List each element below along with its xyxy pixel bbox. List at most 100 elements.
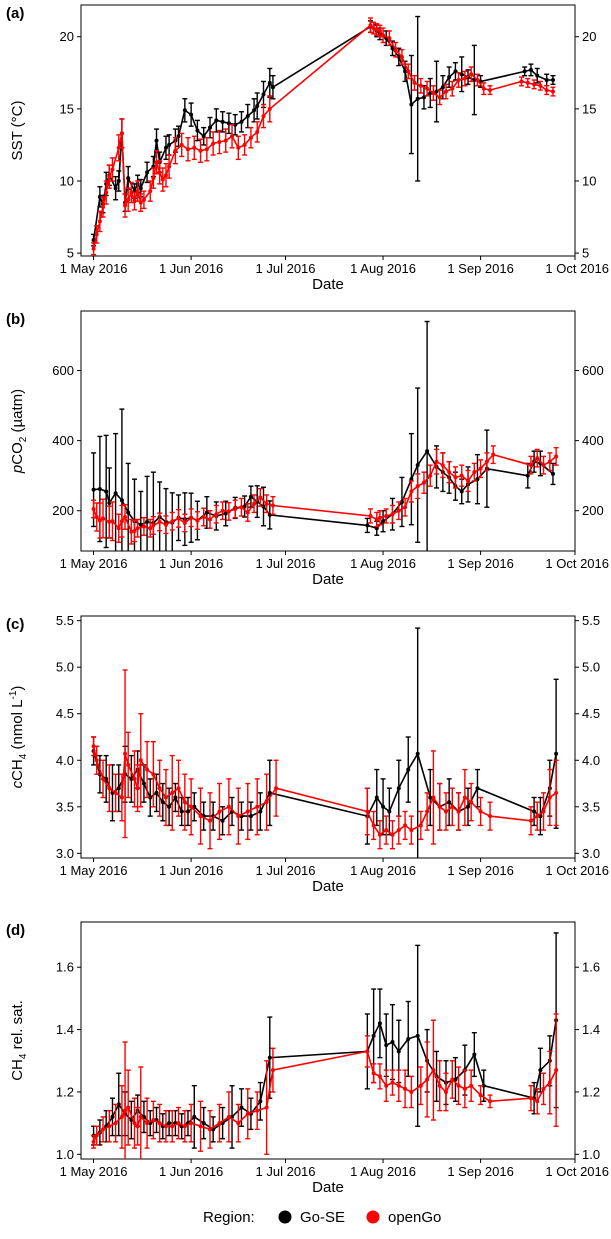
panel-a-series-opengo-point xyxy=(538,83,543,88)
panel-d-xtick-label: 1 Oct 2016 xyxy=(545,1164,609,1179)
panel-d-series-opengo-point xyxy=(226,1114,231,1119)
panel-b-series-opengo-point xyxy=(189,515,194,520)
panel-b-y-axis-title-sub: 2 xyxy=(18,436,29,442)
panel-d-label: (d) xyxy=(6,922,25,939)
panel-b-ytick-label-right: 200 xyxy=(582,503,604,518)
panel-a-series-opengo-point xyxy=(104,190,109,195)
panel-a-series-go-se-point xyxy=(97,194,102,199)
panel-b-series-opengo-point xyxy=(447,470,452,475)
panel-d-series-go-se-point xyxy=(538,1068,543,1073)
panel-b-series-opengo-point xyxy=(390,512,395,517)
panel-a-series-go-se-point xyxy=(195,128,200,133)
panel-d: (d) 1.0 1.0 1.2 1.2 1.4 1.4 1.6 1.6 1 May 2016 1 J… xyxy=(6,921,609,1196)
panel-d-y-axis-title-sub: 4 xyxy=(18,1053,29,1059)
panel-c-series-opengo-point xyxy=(462,795,467,800)
panel-d-series-go-se-point xyxy=(390,1040,395,1045)
panel-a-series-go-se-point xyxy=(214,118,219,123)
panel-b: (b) 200 200 400 400 600 600 1 May 2016 1 Jun 201… xyxy=(6,310,609,588)
panel-b-series-go-se-point xyxy=(525,473,530,478)
panel-a-xtick-label: 1 Jul 2016 xyxy=(256,261,316,276)
panel-b-series-go-se-point xyxy=(248,494,253,499)
panel-c-series-go-se-point xyxy=(475,786,480,791)
panel-b-series-opengo-point xyxy=(176,516,181,521)
panel-a-series-opengo-point xyxy=(377,28,382,33)
panel-a-ytick-label-right: 20 xyxy=(582,29,596,44)
panel-b-series-opengo-point xyxy=(384,513,389,518)
panel-c-series-opengo-point xyxy=(274,786,279,791)
panel-c-series-opengo-point xyxy=(409,828,414,833)
panel-a-series-opengo-point xyxy=(475,78,480,83)
panel-b-series-opengo-point xyxy=(129,529,134,534)
panel-b-series-go-se-point xyxy=(381,519,386,524)
panel-c-series-opengo-point xyxy=(176,786,181,791)
panel-a: (a) 5 5 10 10 15 15 20 20 1 May 2016 1 Jun 2016 1 J… xyxy=(6,4,609,293)
panel-b-series-opengo-point xyxy=(91,506,96,511)
panel-b-series-opengo-point xyxy=(151,523,156,528)
panel-b-series-opengo xyxy=(91,445,559,545)
panel-b-series-opengo-point xyxy=(107,519,112,524)
panel-b-series-opengo-point xyxy=(491,452,496,457)
panel-c-series-go-se-point xyxy=(248,814,253,819)
panel-a-series-opengo-point xyxy=(173,148,178,153)
panel-a-series-opengo-point xyxy=(110,167,115,172)
legend-item-go-se-label: Go-SE xyxy=(300,1209,345,1226)
panel-b-xtick-label: 1 Sep 2016 xyxy=(447,556,514,571)
panel-a-series-go-se-point xyxy=(189,112,194,117)
panel-c-y-axis-title-italic: c xyxy=(9,780,26,788)
panel-d-ytick-label-right: 1.4 xyxy=(582,1022,600,1037)
panel-a-series-opengo-point xyxy=(123,203,128,208)
panel-b-ytick-label-left: 400 xyxy=(52,433,74,448)
panel-b-series-go-se-point xyxy=(145,519,150,524)
panel-b-series-opengo-point xyxy=(478,466,483,471)
panel-d-series-opengo-point xyxy=(163,1124,168,1129)
panel-d-series-opengo-point xyxy=(535,1099,540,1104)
panel-c-frame xyxy=(80,615,576,859)
panel-d-series-opengo-point xyxy=(418,1083,423,1088)
panel-b-series-go-se-point xyxy=(374,526,379,531)
panel-c-xtick-label: 1 Aug 2016 xyxy=(350,863,416,878)
panel-c-series-opengo-point xyxy=(182,800,187,805)
panel-a-series-go-se-point xyxy=(267,80,272,85)
panel-c-y-axis-title: cCH4 (nmol L-1) xyxy=(8,686,29,789)
panel-b-xtick-label: 1 Aug 2016 xyxy=(350,556,416,571)
panel-c-ytick-label-left: 3.0 xyxy=(56,846,74,861)
panel-d-series-go-se-point xyxy=(371,1033,376,1038)
panel-c-series-opengo-point xyxy=(145,767,150,772)
panel-b-ytick-label-left: 200 xyxy=(52,503,74,518)
panel-a-series-opengo-point xyxy=(204,147,209,152)
panel-b-series-opengo-point xyxy=(258,495,263,500)
panel-d-series-opengo-point xyxy=(554,1068,559,1073)
panel-b-series-opengo-point xyxy=(195,518,200,523)
panel-a-ytick-label-right: 5 xyxy=(582,246,589,261)
panel-c-series-opengo-point xyxy=(101,776,106,781)
panel-d-series-opengo-point xyxy=(528,1096,533,1101)
panel-a-series-opengo-point xyxy=(138,200,143,205)
panel-b-series-opengo-point xyxy=(135,526,140,531)
panel-d-series-go-se-point xyxy=(384,1043,389,1048)
panel-b-xtick-label: 1 Jun 2016 xyxy=(159,556,223,571)
panel-b-series-opengo-point xyxy=(141,524,146,529)
panel-c-ytick-label-left: 4.0 xyxy=(56,753,74,768)
panel-d-xtick-label: 1 Jun 2016 xyxy=(159,1164,223,1179)
panel-b-series-opengo-point xyxy=(116,526,121,531)
panel-b-series-opengo-point xyxy=(541,463,546,468)
panel-c-series-opengo-point xyxy=(123,751,128,756)
panel-c-ytick-label-left: 3.5 xyxy=(56,799,74,814)
panel-c: (c) 3.0 3.0 3.5 3.5 4.0 4.0 4.5 4.5 5.0 5.0 5.5 5.5 1… xyxy=(6,613,609,895)
panel-b-ytick-label-left: 600 xyxy=(52,363,74,378)
panel-a-series-go-se-point xyxy=(138,186,143,191)
panel-c-ytick-label-right: 5.5 xyxy=(582,613,600,628)
panel-d-series-opengo-point xyxy=(198,1124,203,1129)
panel-a-series-go-se-point xyxy=(415,96,420,101)
panel-b-series-opengo-point xyxy=(214,512,219,517)
panel-a-series-opengo-point xyxy=(154,160,159,165)
panel-d-series-opengo-point xyxy=(135,1124,140,1129)
panel-c-ytick-label-right: 3.5 xyxy=(582,799,600,814)
panel-b-series-opengo-point xyxy=(226,509,231,514)
panel-c-series-opengo-point xyxy=(425,809,430,814)
panel-d-xtick-label: 1 Jul 2016 xyxy=(256,1164,316,1179)
panel-d-series-go-se-point xyxy=(406,1036,411,1041)
panel-c-y-axis-title-unit: (nmol L xyxy=(9,699,26,753)
panel-c-xtick-label: 1 Oct 2016 xyxy=(545,863,609,878)
panel-b-series-go-se-point xyxy=(415,463,420,468)
